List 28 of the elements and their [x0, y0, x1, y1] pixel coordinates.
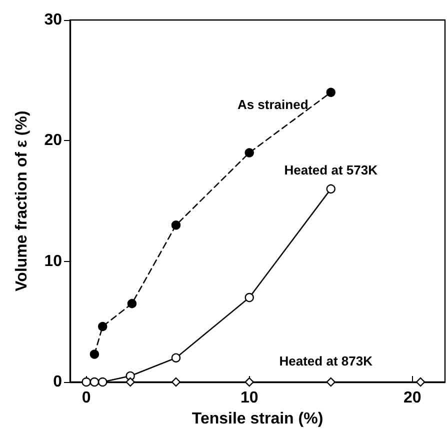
point [90, 350, 100, 359]
series-label: As strained [237, 96, 308, 112]
point [416, 377, 426, 387]
x-tick-label: 0 [82, 390, 91, 406]
point [126, 377, 135, 387]
y-tick-label: 10 [44, 252, 62, 270]
point [171, 377, 181, 387]
x-tick-label: 10 [240, 390, 258, 406]
y-axis-title: Volume fraction of ε (%) [14, 110, 30, 292]
y-tick-label: 30 [44, 12, 62, 28]
point [244, 377, 254, 387]
x-axis-title: Tensile strain (%) [192, 410, 324, 428]
point [326, 377, 336, 387]
point [244, 148, 254, 158]
x-tick-label: 20 [403, 390, 422, 406]
y-tick-label: 20 [44, 132, 62, 150]
series-label: Heated at 873K [279, 353, 374, 368]
point [244, 292, 254, 302]
point [98, 377, 108, 387]
point [90, 377, 100, 387]
point [171, 220, 181, 230]
point [127, 298, 137, 308]
y-tick-label: 0 [53, 374, 62, 390]
point [326, 184, 336, 194]
series-label: Heated at 573K [284, 162, 378, 178]
point [171, 353, 181, 362]
point [326, 88, 336, 97]
point [98, 322, 108, 332]
